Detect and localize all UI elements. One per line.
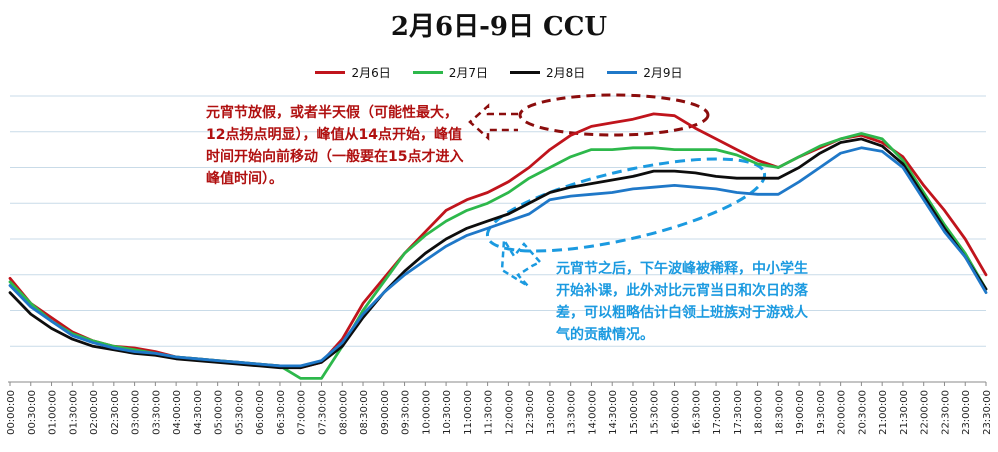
- x-tick-label: 05:00:00: [214, 390, 225, 435]
- x-tick-label: 13:30:00: [567, 390, 578, 435]
- x-tick-label: 17:00:00: [712, 390, 723, 435]
- x-tick-label: 04:30:00: [193, 390, 204, 435]
- x-tick-label: 20:00:00: [837, 390, 848, 435]
- x-tick-label: 17:30:00: [733, 390, 744, 435]
- series-line: [8, 146, 988, 368]
- annotation-red-text: 元宵节放假，或者半天假（可能性最大，12点拐点明显），峰值从14点开始，峰值时间…: [206, 105, 464, 187]
- x-tick-label: 10:30:00: [442, 390, 453, 435]
- legend-item: 2月7日: [412, 64, 488, 81]
- x-tick-label: 15:30:00: [650, 390, 661, 435]
- x-tick-label: 23:00:00: [961, 390, 972, 435]
- x-tick-label: 06:00:00: [255, 390, 266, 435]
- x-tick-label: 19:00:00: [795, 390, 806, 435]
- x-tick-label: 18:00:00: [754, 390, 765, 435]
- x-tick-label: 16:00:00: [671, 390, 682, 435]
- x-tick-label: 06:30:00: [276, 390, 287, 435]
- legend-swatch: [412, 71, 443, 74]
- series-lines: [8, 112, 988, 380]
- annotation-arrow-red: [468, 103, 518, 141]
- x-tick-label: 12:00:00: [504, 390, 515, 435]
- legend-label: 2月9日: [643, 66, 683, 80]
- x-tick-label: 11:30:00: [484, 390, 495, 435]
- x-tick-label: 09:00:00: [380, 390, 391, 435]
- legend-item: 2月8日: [510, 64, 585, 81]
- legend-swatch: [510, 71, 540, 74]
- x-tick-label: 03:00:00: [131, 390, 142, 435]
- legend-swatch: [315, 71, 346, 74]
- x-tick-label: 04:00:00: [172, 390, 183, 435]
- chart-title: 2月6日-9日 CCU: [390, 12, 608, 42]
- annotation-blue-text: 元宵节之后，下午波峰被稀释，中小学生开始补课，此外对比元宵当日和次日的落差，可以…: [556, 261, 808, 343]
- x-tick-label: 07:00:00: [297, 390, 308, 435]
- x-tick-label: 19:30:00: [816, 390, 827, 435]
- x-tick-label: 23:30:00: [982, 390, 993, 435]
- x-tick-label: 01:00:00: [48, 390, 59, 435]
- x-tick-label: 20:30:00: [857, 390, 868, 435]
- legend-item: 2月6日: [315, 64, 391, 81]
- legend-label: 2月8日: [546, 66, 586, 80]
- legend-label: 2月7日: [448, 66, 488, 80]
- legend-label: 2月6日: [351, 66, 391, 80]
- x-tick-label: 22:00:00: [920, 390, 931, 435]
- x-tick-label: 12:30:00: [525, 390, 536, 435]
- x-tick-label: 02:00:00: [89, 390, 100, 435]
- x-tick-label: 16:30:00: [691, 390, 702, 435]
- x-tick-label: 14:00:00: [587, 390, 598, 435]
- legend-item: 2月9日: [607, 64, 683, 81]
- x-tick-label: 21:00:00: [878, 390, 889, 435]
- x-tick-label: 11:00:00: [463, 390, 474, 435]
- x-tick-label: 13:00:00: [546, 390, 557, 435]
- x-tick-label: 07:30:00: [317, 390, 328, 435]
- annotation-arrow-blue: [500, 236, 543, 288]
- x-tick-label: 10:00:00: [421, 390, 432, 435]
- x-tick-label: 18:30:00: [774, 390, 785, 435]
- x-tick-label: 00:00:00: [6, 390, 17, 435]
- x-axis: 00:00:00 00:30:00 01:00:00 01:30:00 02:00:00…: [6, 381, 993, 435]
- x-tick-label: 08:30:00: [359, 390, 370, 435]
- x-tick-label: 15:00:00: [629, 390, 640, 435]
- x-tick-label: 22:30:00: [940, 390, 951, 435]
- x-tick-label: 03:30:00: [151, 390, 162, 435]
- legend-swatch: [607, 71, 638, 74]
- x-tick-label: 09:30:00: [401, 390, 412, 435]
- x-tick-label: 14:30:00: [608, 390, 619, 435]
- series-line: [8, 137, 988, 370]
- x-tick-label: 21:30:00: [899, 390, 910, 435]
- series-line: [8, 132, 988, 380]
- x-tick-label: 01:30:00: [68, 390, 79, 435]
- legend: 2月6日 2月7日 2月8日 2月9日: [0, 64, 998, 81]
- x-tick-label: 08:00:00: [338, 390, 349, 435]
- annotation-ellipse-red: [518, 93, 710, 137]
- x-tick-label: 00:30:00: [27, 390, 38, 435]
- x-tick-label: 05:30:00: [234, 390, 245, 435]
- series-line: [8, 112, 988, 370]
- x-tick-label: 02:30:00: [110, 390, 121, 435]
